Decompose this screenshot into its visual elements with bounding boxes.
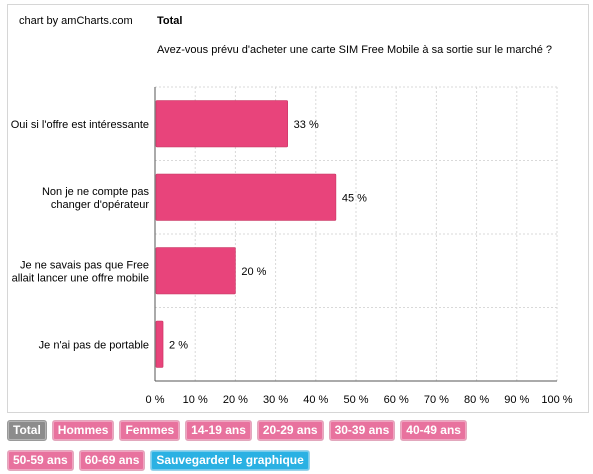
- filter-button-60-69[interactable]: 60-69 ans: [78, 450, 146, 471]
- category-label: Oui si l'offre est intéressante: [11, 119, 149, 131]
- category-label: Je ne savais pas que Free: [20, 259, 149, 271]
- x-tick-label: 40 %: [303, 394, 328, 406]
- filter-row-1: Total Hommes Femmes 14-19 ans 20-29 ans …: [7, 420, 467, 441]
- filter-button-20-29[interactable]: 20-29 ans: [256, 420, 324, 441]
- filter-button-14-19[interactable]: 14-19 ans: [185, 420, 252, 441]
- bar-value-label: 45 %: [342, 192, 367, 204]
- chart-title: Total: [157, 15, 183, 27]
- bar: [155, 247, 236, 295]
- x-tick-label: 50 %: [343, 394, 368, 406]
- x-tick-label: 30 %: [263, 394, 288, 406]
- bar-chart: 0 % 10 % 20 % 30 % 40 % 50 % 60 % 70 % 80 % 90 % 1…: [11, 86, 573, 406]
- category-label: Je n'ai pas de portable: [39, 339, 149, 351]
- x-tick-label: 10 %: [183, 394, 208, 406]
- category-label: changer d'opérateur: [51, 199, 149, 211]
- category-label: Non je ne compte pas: [42, 186, 150, 198]
- x-tick-label: 100 %: [541, 394, 572, 406]
- filter-button-40-49[interactable]: 40-49 ans: [400, 420, 467, 441]
- bar-value-label: 20 %: [241, 266, 266, 278]
- bar-value-label: 33 %: [294, 119, 319, 131]
- bar: [155, 100, 288, 148]
- filter-row-2: 50-59 ans 60-69 ans Sauvegarder le graph…: [7, 450, 310, 471]
- chart-credit[interactable]: chart by amCharts.com: [19, 15, 133, 27]
- filter-button-total[interactable]: Total: [7, 420, 47, 441]
- chart-subtitle: Avez-vous prévu d'acheter une carte SIM …: [157, 44, 553, 56]
- x-tick-label: 60 %: [384, 394, 409, 406]
- x-tick-label: 80 %: [464, 394, 489, 406]
- bar: [155, 320, 164, 368]
- filter-button-50-59[interactable]: 50-59 ans: [7, 450, 74, 471]
- save-chart-button[interactable]: Sauvegarder le graphique: [150, 450, 310, 471]
- filter-button-hommes[interactable]: Hommes: [51, 420, 115, 441]
- bar: [155, 173, 337, 221]
- filter-button-30-39[interactable]: 30-39 ans: [328, 420, 396, 441]
- x-tick-label: 20 %: [223, 394, 248, 406]
- x-tick-label: 70 %: [424, 394, 449, 406]
- x-tick-label: 90 %: [504, 394, 529, 406]
- filter-button-femmes[interactable]: Femmes: [119, 420, 181, 441]
- bar-value-label: 2 %: [169, 339, 188, 351]
- x-tick-label: 0 %: [146, 394, 165, 406]
- category-label: allait lancer une offre mobile: [12, 272, 149, 284]
